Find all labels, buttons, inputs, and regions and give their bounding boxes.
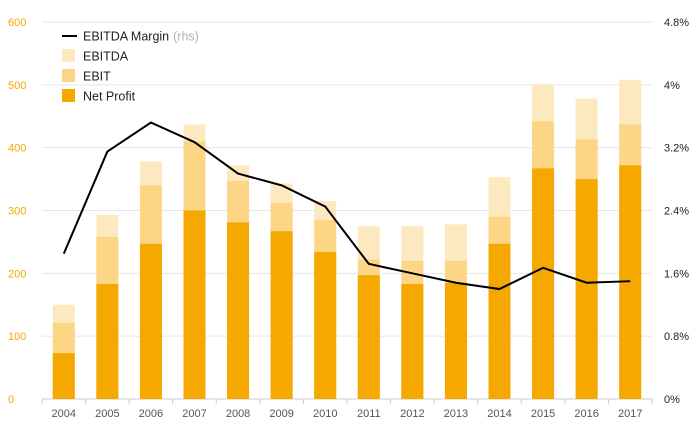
bar-net-profit [444,282,467,399]
x-tick-label: 2005 [95,408,119,420]
legend-label: Net Profit [83,90,136,104]
x-tick-label: 2017 [618,408,642,420]
bar-series [52,79,642,399]
bar-net-profit [488,243,511,399]
legend-label: EBIT [83,70,111,84]
y-right-tick-label: 0% [664,394,680,406]
bar-net-profit [575,179,598,399]
y-right-tick-label: 2.4% [664,206,689,218]
y-left-tick-label: 600 [8,17,26,29]
x-tick-label: 2013 [444,408,468,420]
legend: EBITDA Margin (rhs) EBITDA EBIT Net Profit [62,30,199,104]
y-left-tick-label: 300 [8,206,26,218]
y-right-tick-label: 1.6% [664,268,689,280]
bar-net-profit [183,210,206,399]
legend-label: EBITDA Margin (rhs) [83,30,199,44]
x-tick-label: 2009 [269,408,293,420]
y-left-tick-label: 500 [8,80,26,92]
y-right-tick-label: 4% [664,80,680,92]
bar-net-profit [139,243,162,399]
legend-swatch [62,49,75,62]
margin-line-series [62,121,631,291]
grid-lines [42,21,652,400]
x-tick-label: 2008 [226,408,250,420]
legend-swatch [62,89,75,102]
x-tick-label: 2004 [52,408,76,420]
bar-net-profit [401,284,424,399]
axes: 0 100 200 300 400 500 600 0% 0.8% 1.6% 2.4% 3.2% 4% 4… [8,17,689,420]
x-tick-label: 2015 [531,408,555,420]
legend-label-suffix: (rhs) [173,30,199,44]
legend-swatch [62,69,75,82]
bar-net-profit [270,231,293,399]
ebitda-margin-line [62,121,631,291]
bar-net-profit [227,222,250,399]
x-tick-label: 2014 [487,408,511,420]
x-tick-label: 2011 [357,408,381,420]
x-tick-label: 2010 [313,408,337,420]
bar-net-profit [52,353,75,399]
legend-label: EBITDA [83,50,129,64]
bar-net-profit [96,284,119,399]
y-left-tick-label: 100 [8,331,26,343]
x-tick-label: 2006 [139,408,163,420]
y-right-tick-label: 3.2% [664,143,689,155]
bar-net-profit [314,251,337,399]
bar-net-profit [357,275,380,399]
x-tick-label: 2016 [574,408,598,420]
bar-net-profit [532,168,555,399]
x-tick-label: 2007 [182,408,206,420]
y-left-tick-label: 400 [8,143,26,155]
y-right-tick-label: 4.8% [664,17,689,29]
x-tick-label: 2012 [400,408,424,420]
y-left-tick-label: 0 [8,394,14,406]
y-left-tick-label: 200 [8,268,26,280]
y-right-tick-label: 0.8% [664,331,689,343]
